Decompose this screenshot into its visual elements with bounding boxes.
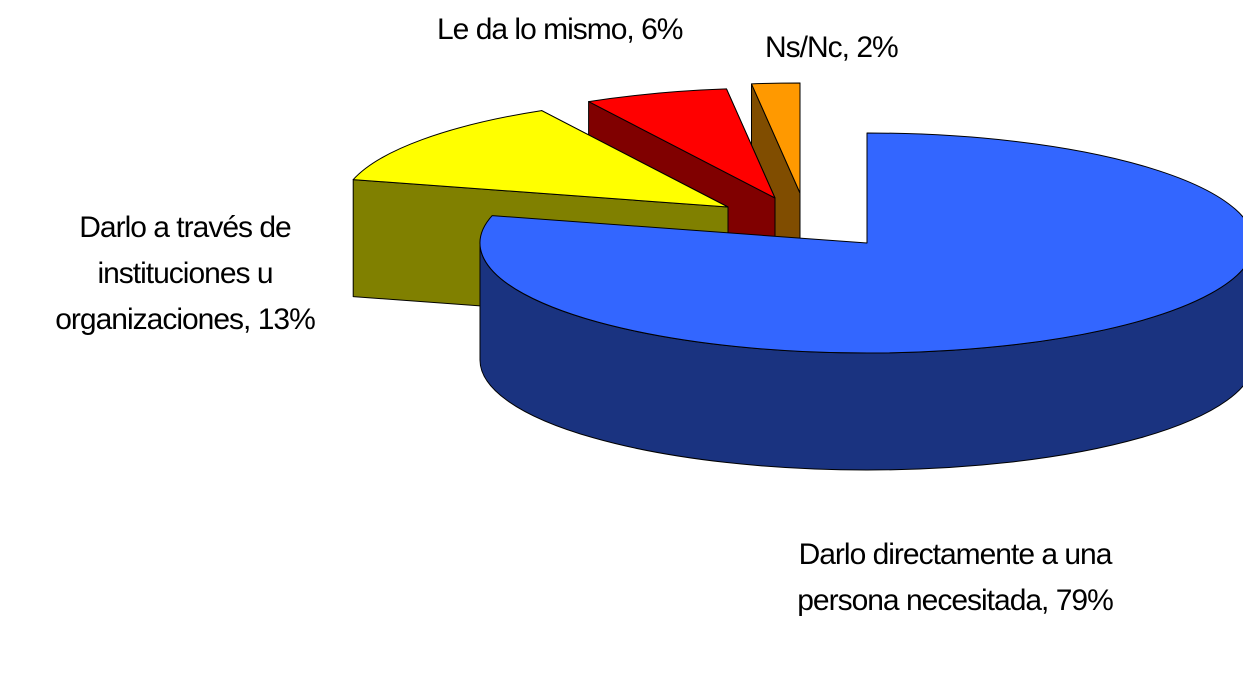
slice-label: Ns/Nc, 2% bbox=[765, 31, 899, 64]
slice bbox=[479, 132, 1243, 354]
slice bbox=[352, 110, 729, 208]
slice bbox=[588, 88, 776, 199]
slice-label: Darlo directamente a una persona necesit… bbox=[797, 538, 1114, 617]
slice-label: Darlo a través de instituciones u organi… bbox=[55, 211, 316, 336]
slice-label: Le da lo mismo, 6% bbox=[437, 13, 683, 46]
slice bbox=[751, 82, 801, 194]
